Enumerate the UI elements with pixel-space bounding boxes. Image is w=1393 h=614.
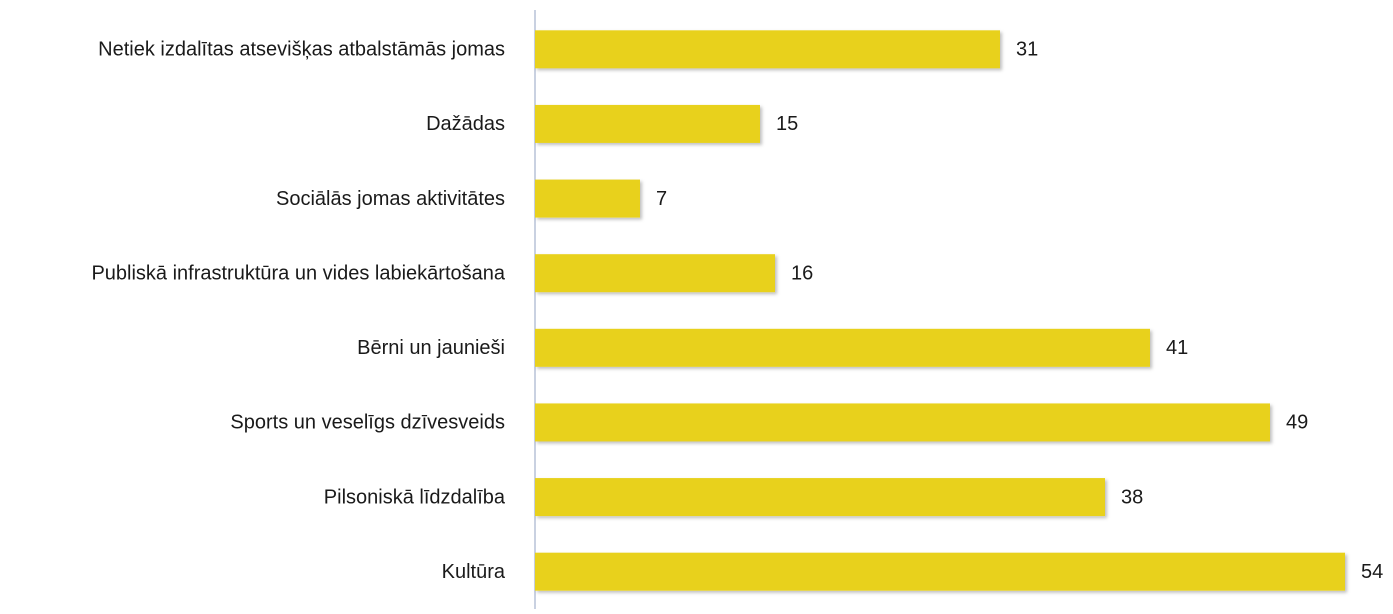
bar: [535, 403, 1270, 442]
category-label: Dažādas: [426, 113, 505, 135]
bar: [535, 179, 640, 218]
value-label: 38: [1121, 486, 1143, 508]
value-label: 7: [656, 188, 667, 210]
value-label: 41: [1166, 337, 1188, 359]
value-label: 16: [791, 262, 813, 284]
bar: [535, 254, 775, 293]
bar: [535, 478, 1105, 517]
category-label: Sociālās jomas aktivitātes: [276, 188, 505, 210]
value-label: 54: [1361, 561, 1383, 583]
bar: [535, 328, 1150, 367]
value-label: 31: [1016, 39, 1038, 61]
category-label: Sports un veselīgs dzīvesveids: [230, 412, 505, 434]
category-label: Pilsoniskā līdzdalība: [324, 486, 506, 508]
bar: [535, 30, 1000, 69]
category-label: Publiskā infrastruktūra un vides labiekā…: [91, 262, 505, 284]
category-label: Bērni un jaunieši: [357, 337, 505, 359]
category-label: Kultūra: [442, 561, 506, 583]
bar: [535, 552, 1345, 591]
value-label: 15: [776, 113, 798, 135]
category-label: Netiek izdalītas atsevišķas atbalstāmās …: [98, 39, 505, 61]
bar: [535, 104, 760, 143]
value-label: 49: [1286, 412, 1308, 434]
